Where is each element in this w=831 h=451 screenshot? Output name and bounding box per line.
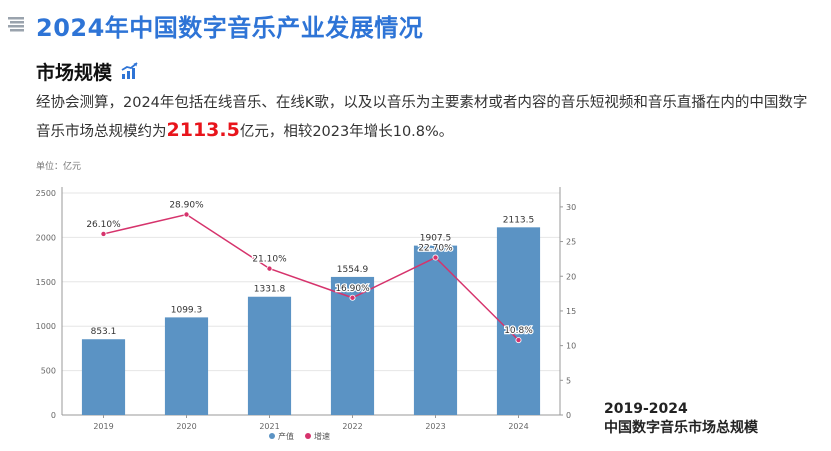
- growth-value-label: 26.10%: [86, 220, 121, 230]
- y-right-tick-label: 15: [566, 307, 576, 316]
- bar-value-label: 853.1: [91, 327, 117, 337]
- bar-value-label: 1907.5: [420, 234, 452, 244]
- y-right-tick-label: 0: [566, 411, 571, 420]
- bar-value-label: 1331.8: [254, 285, 286, 295]
- growth-point: [100, 230, 107, 237]
- bar-value-label: 2113.5: [503, 215, 535, 225]
- x-tick-label: 2019: [93, 422, 113, 431]
- legend-bar-marker: [269, 433, 275, 439]
- y-right-tick-label: 30: [566, 203, 576, 212]
- growth-value-label: 16.90%: [335, 284, 370, 294]
- growth-point: [515, 337, 522, 344]
- growth-point: [266, 265, 273, 272]
- unit-label: 单位：亿元: [36, 160, 81, 172]
- caption-years: 2019-2024: [604, 401, 688, 417]
- growth-point: [349, 294, 356, 301]
- y-right-tick-label: 10: [566, 342, 576, 351]
- section-header: 市场规模: [36, 56, 140, 86]
- y-right-tick-label: 20: [566, 272, 576, 281]
- y-left-tick-label: 1000: [36, 322, 56, 331]
- bar-2020: [164, 317, 209, 415]
- page-title: 2024年中国数字音乐产业发展情况: [36, 13, 424, 42]
- legend-line-label: 增速: [314, 431, 330, 441]
- x-tick-label: 2022: [342, 422, 362, 431]
- growth-point: [432, 254, 439, 261]
- trend-chart-icon: [121, 62, 138, 79]
- legend-line-marker: [305, 433, 311, 439]
- section-title: 市场规模: [36, 61, 113, 84]
- summary-paragraph: 经协会测算，2024年包括在线音乐、在线K歌，以及以音乐为主要素材或者内容的音乐…: [36, 90, 816, 146]
- bar-2019: [81, 339, 126, 415]
- stacked-bars-icon: [8, 17, 24, 32]
- market-size-chart: 单位：亿元 0 500 1000 1500 2000 2500 0 5 10 15 20 25 30 853…: [36, 160, 577, 441]
- y-left-tick-label: 1500: [36, 278, 56, 287]
- bar-2023: [413, 245, 458, 415]
- x-tick-label: 2020: [176, 422, 196, 431]
- bar-value-label: 1554.9: [337, 265, 369, 275]
- bar-2024: [496, 227, 541, 415]
- growth-point: [183, 211, 190, 218]
- legend-bar-label: 产值: [278, 431, 294, 441]
- growth-line: [103, 213, 520, 341]
- growth-value-label: 28.90%: [169, 201, 204, 211]
- y-left-tick-label: 0: [51, 411, 56, 420]
- y-left-tick-label: 2000: [36, 233, 56, 242]
- y-left-tick-label: 500: [41, 367, 56, 376]
- title-row: 2024年中国数字音乐产业发展情况: [6, 8, 423, 42]
- summary-text: 经协会测算，2024年包括在线音乐、在线K歌，以及以音乐为主要素材或者内容的音乐…: [36, 95, 808, 140]
- y-right-tick-label: 25: [566, 238, 576, 247]
- growth-value-label: 22.70%: [418, 244, 453, 254]
- summary-text-end: 亿元，相较2023年增长10.8%。: [239, 124, 454, 140]
- y-left-tick-label: 2500: [36, 189, 56, 198]
- x-tick-label: 2024: [508, 422, 528, 431]
- chart-caption: 2019-2024 中国数字音乐市场总规模: [604, 400, 758, 438]
- y-right-tick-label: 5: [566, 376, 571, 385]
- growth-value-label: 10.8%: [504, 326, 533, 336]
- caption-title: 中国数字音乐市场总规模: [604, 420, 758, 436]
- bar-value-label: 1099.3: [171, 305, 203, 315]
- bar-2021: [247, 296, 292, 415]
- x-tick-label: 2021: [259, 422, 279, 431]
- growth-value-label: 21.10%: [252, 255, 287, 265]
- total-highlight: 2113.5: [166, 119, 240, 141]
- x-tick-label: 2023: [425, 422, 445, 431]
